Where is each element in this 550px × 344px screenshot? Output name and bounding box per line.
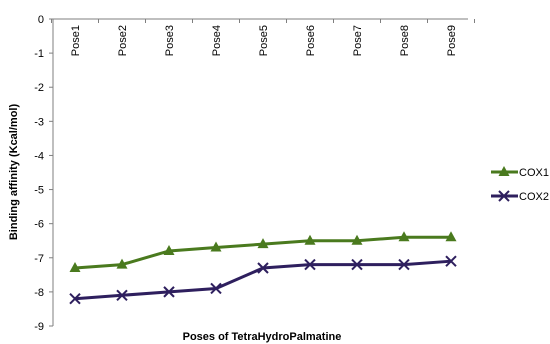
data-point <box>69 293 81 305</box>
y-tick-label: -3 <box>34 116 44 128</box>
y-tick-label: -8 <box>34 287 44 299</box>
y-tick-label: -5 <box>34 185 44 197</box>
y-tick-label: 0 <box>38 14 44 26</box>
data-point <box>116 258 128 269</box>
x-category-label: Pose2 <box>117 25 129 56</box>
data-point <box>210 241 222 252</box>
x-category-label: Pose4 <box>211 25 223 56</box>
y-tick-label: -7 <box>34 253 44 265</box>
legend: COX1 COX2 <box>491 166 549 203</box>
data-point <box>304 258 316 271</box>
y-tick-label: -1 <box>34 48 44 60</box>
y-tick-label: -9 <box>34 321 44 333</box>
series-layer <box>69 231 457 305</box>
data-point <box>210 282 222 295</box>
data-point <box>69 262 81 273</box>
legend-label: COX1 <box>519 167 549 179</box>
data-point <box>257 262 269 274</box>
x-category-label: Pose1 <box>70 25 82 56</box>
data-point <box>304 234 316 245</box>
data-point <box>398 258 410 271</box>
data-point <box>257 238 269 249</box>
data-point <box>116 289 128 302</box>
y-tick-label: -2 <box>34 82 44 94</box>
x-category-label: Pose3 <box>164 25 176 56</box>
legend-marker <box>498 190 510 202</box>
data-point <box>445 231 457 242</box>
legend-item-cox1: COX1 <box>491 166 549 179</box>
legend-marker <box>498 166 510 176</box>
x-category-label: Pose5 <box>258 25 270 56</box>
x-category-label: Pose8 <box>399 25 411 56</box>
data-point <box>445 255 457 267</box>
data-point <box>398 231 410 242</box>
data-point <box>163 244 175 255</box>
data-point <box>163 286 175 298</box>
x-category-label: Pose7 <box>352 25 364 56</box>
x-category-label: Pose9 <box>446 25 458 56</box>
y-tick-label: -4 <box>34 150 44 162</box>
y-axis-title: Binding affinity (Kcal/mol) <box>8 104 20 241</box>
x-category-label: Pose6 <box>305 25 317 56</box>
legend-item-cox2: COX2 <box>491 190 549 203</box>
data-point <box>351 258 363 271</box>
data-point <box>351 234 363 245</box>
x-axis-categories: Pose1 Pose2 Pose3 Pose4 Pose5 Pose6 Pose7 Pose8… <box>51 19 475 56</box>
y-axis-ticks: 0 -1 -2 -3 -4 -5 -6 -7 -8 -9 <box>34 14 53 333</box>
legend-label: COX2 <box>519 191 549 203</box>
x-axis-title: Poses of TetraHydroPalmatine <box>183 331 342 343</box>
y-tick-label: -6 <box>34 219 44 231</box>
